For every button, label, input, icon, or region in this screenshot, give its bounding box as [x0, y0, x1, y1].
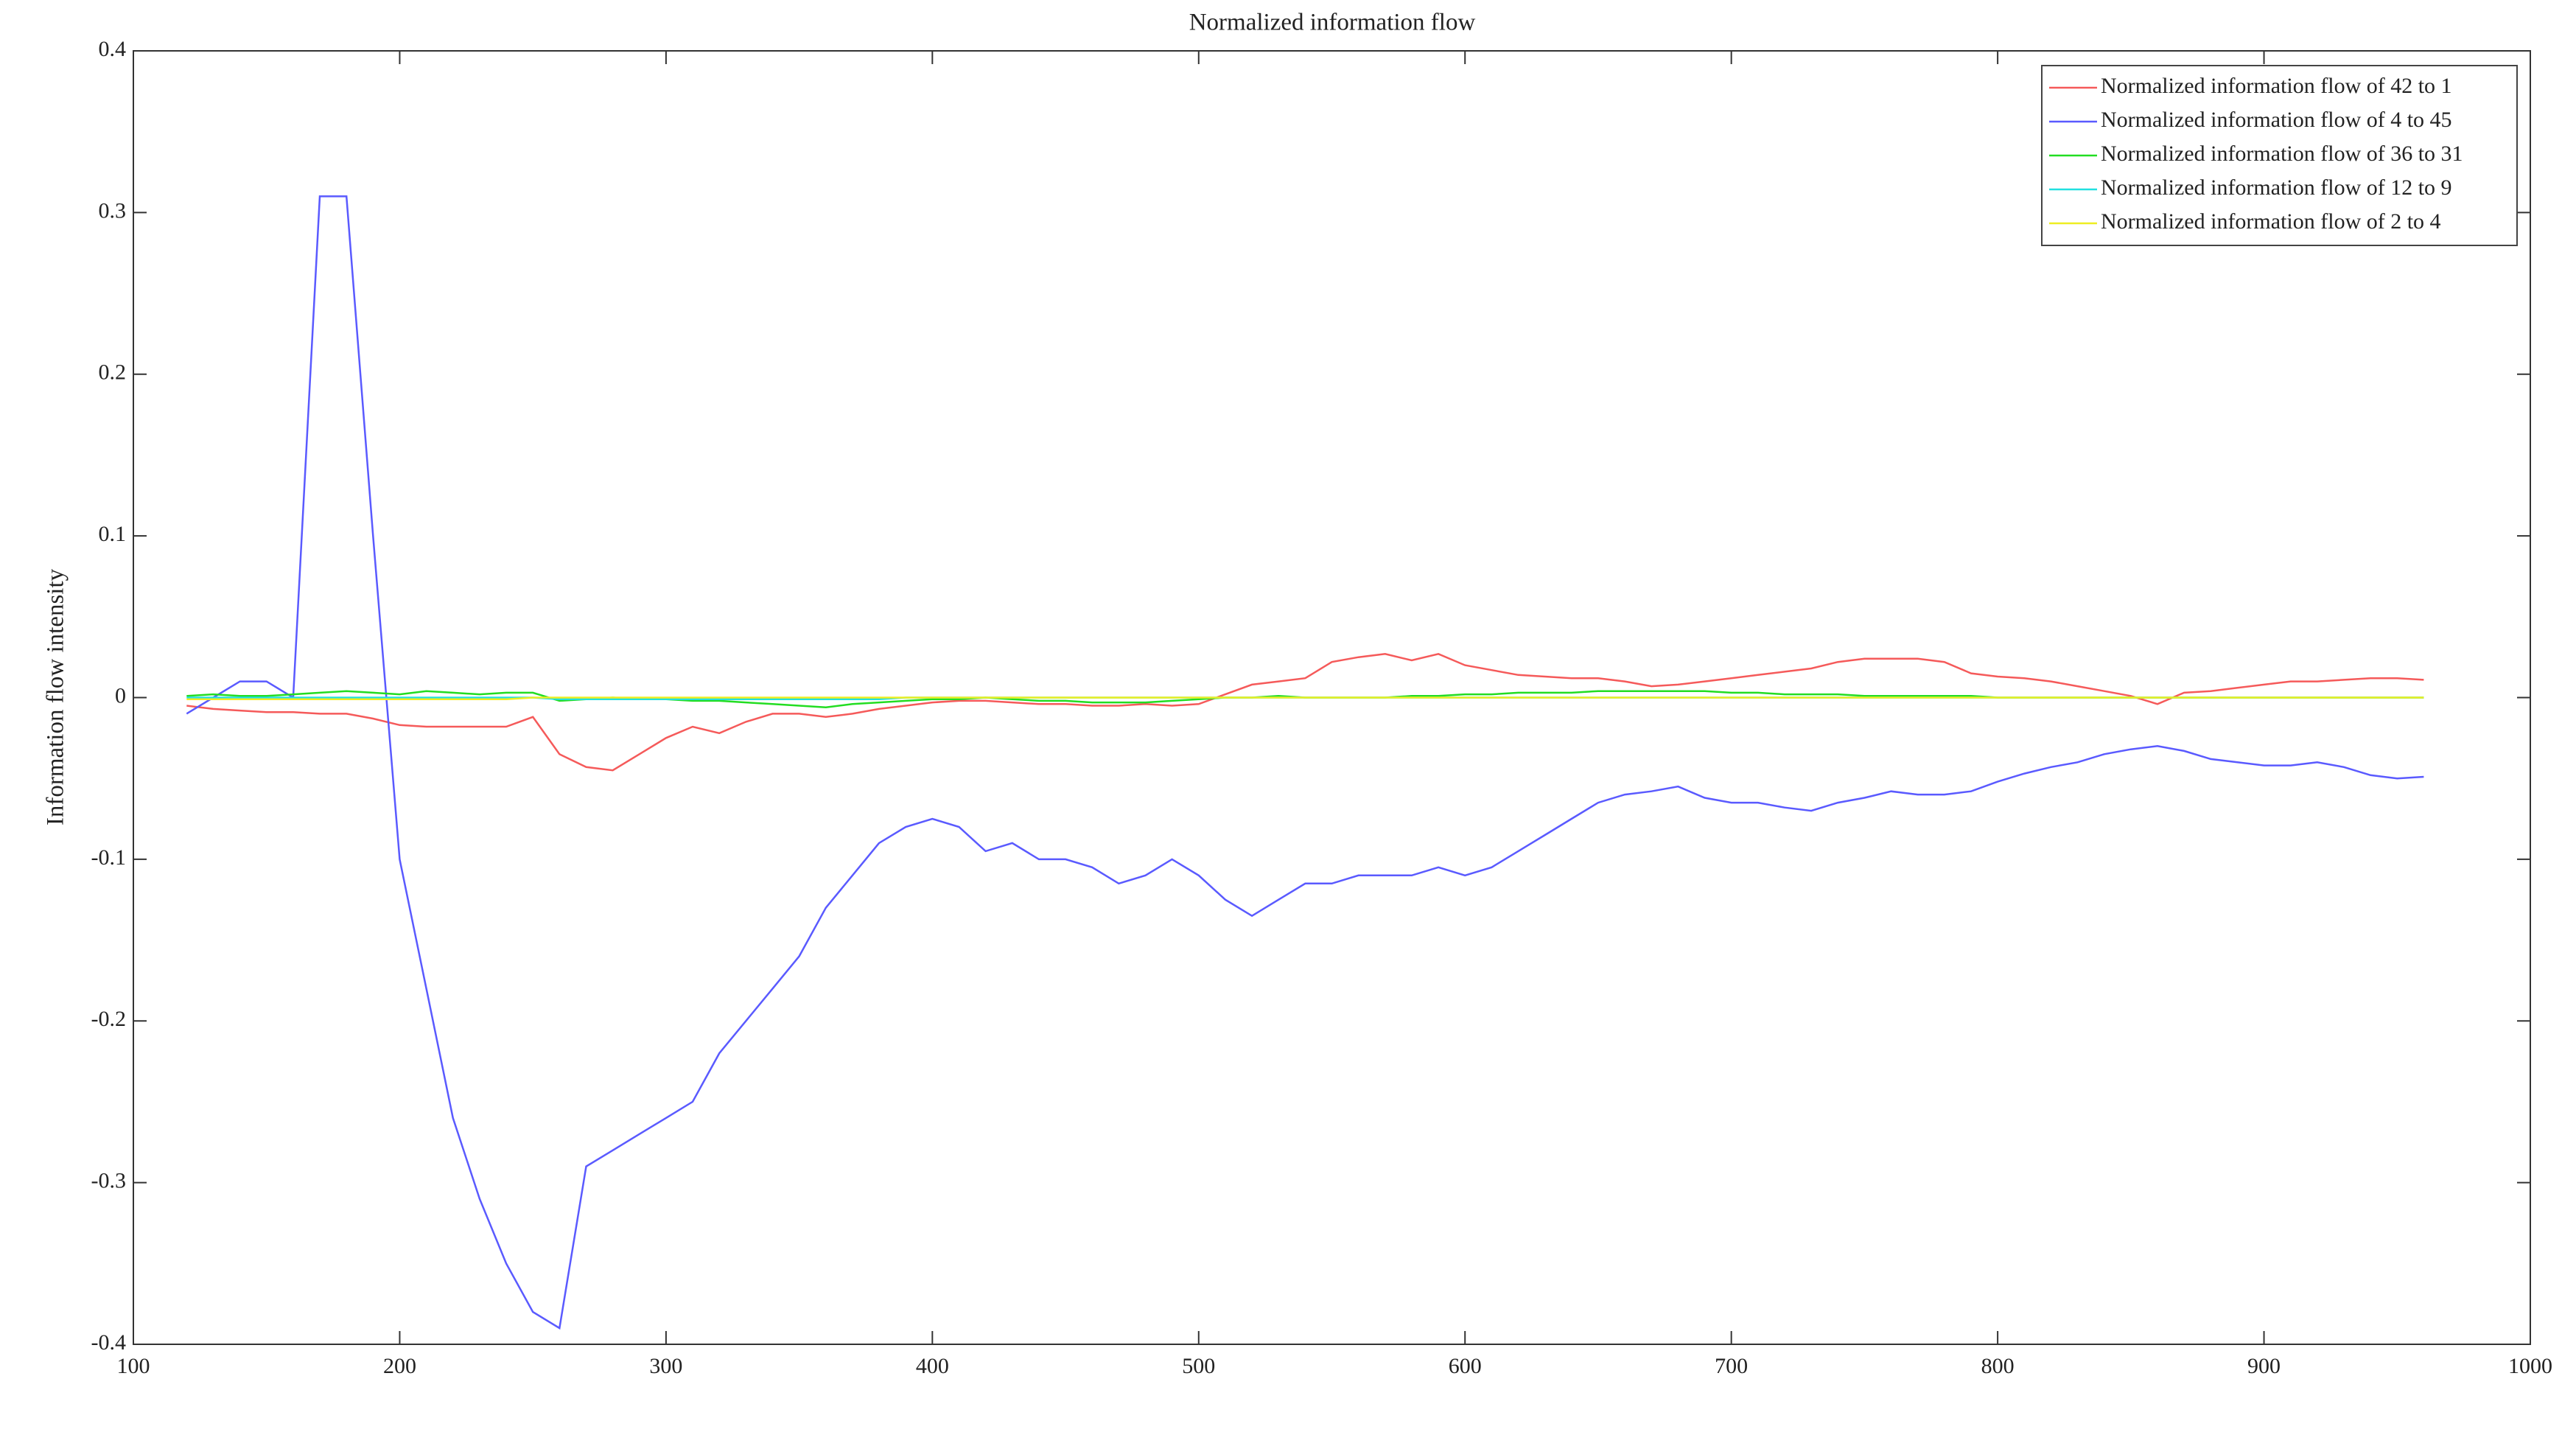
legend-label: Normalized information flow of 12 to 9	[2101, 175, 2452, 200]
x-tick-label: 800	[1981, 1354, 2015, 1378]
x-tick-label: 300	[649, 1354, 682, 1378]
legend-box	[2041, 65, 2518, 246]
legend-label: Normalized information flow of 42 to 1	[2101, 74, 2452, 98]
x-tick-label: 100	[117, 1354, 150, 1378]
legend-label: Normalized information flow of 36 to 31	[2101, 142, 2463, 166]
x-tick-label: 1000	[2508, 1354, 2552, 1378]
y-axis-label: Information flow intensity	[43, 568, 69, 825]
y-tick-label: -0.1	[91, 845, 127, 870]
x-tick-label: 400	[916, 1354, 949, 1378]
y-tick-label: -0.2	[91, 1007, 127, 1031]
x-tick-label: 900	[2247, 1354, 2281, 1378]
y-tick-label: 0.3	[99, 198, 127, 223]
x-tick-label: 600	[1449, 1354, 1482, 1378]
y-tick-label: 0.4	[99, 37, 127, 61]
y-tick-label: -0.3	[91, 1169, 127, 1193]
legend-label: Normalized information flow of 2 to 4	[2101, 209, 2441, 234]
x-tick-label: 700	[1715, 1354, 1748, 1378]
plot-frame	[133, 50, 2531, 1345]
series-line	[186, 652, 2424, 772]
y-tick-label: 0.2	[99, 360, 127, 385]
x-tick-label: 500	[1182, 1354, 1215, 1378]
y-tick-label: 0	[115, 683, 126, 708]
series-line	[186, 195, 2424, 1330]
series-line	[186, 696, 2424, 700]
y-tick-label: 0.1	[99, 522, 127, 546]
legend-label: Normalized information flow of 4 to 45	[2101, 108, 2452, 132]
y-tick-label: -0.4	[91, 1330, 127, 1355]
chart-title: Normalized information flow	[1189, 10, 1476, 36]
x-tick-label: 200	[383, 1354, 416, 1378]
